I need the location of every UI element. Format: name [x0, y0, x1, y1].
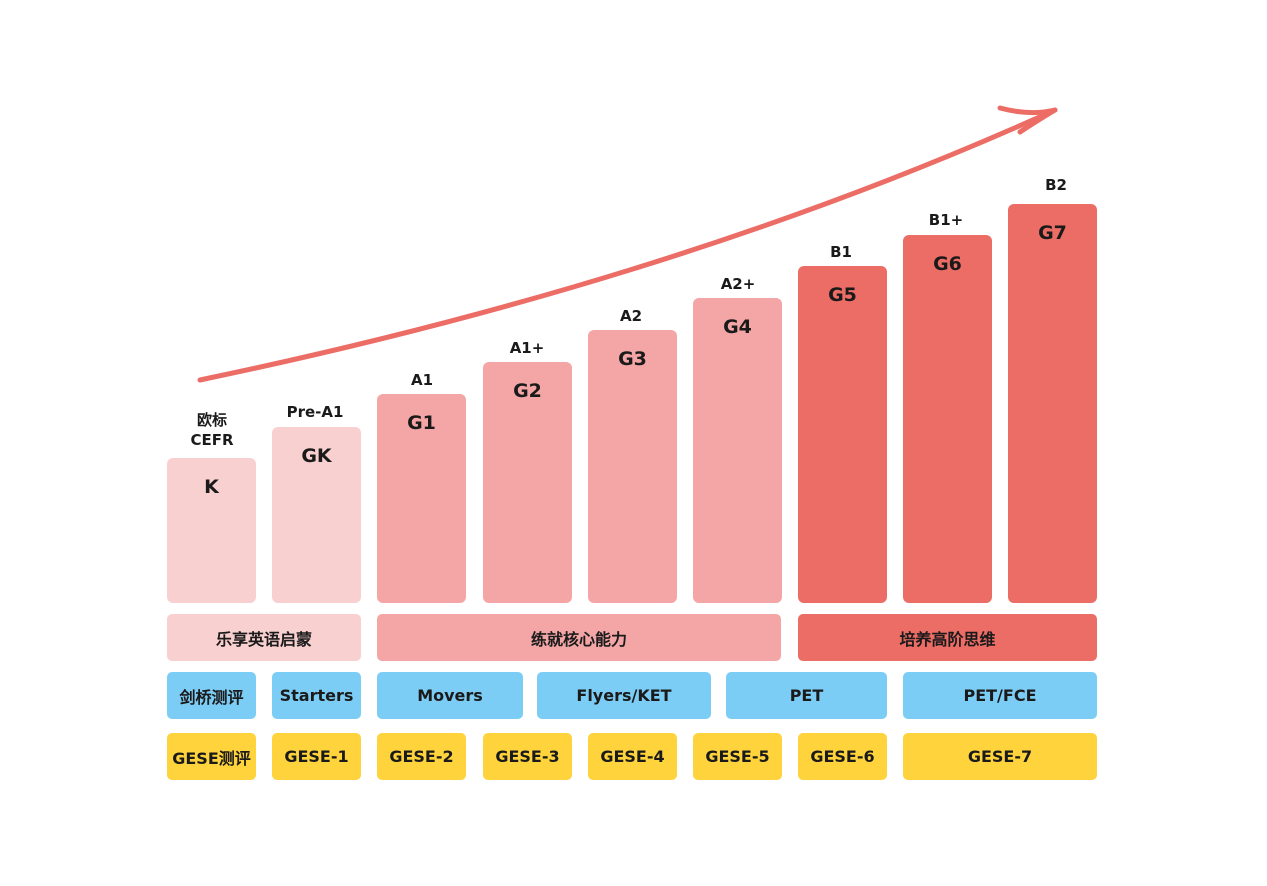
grade-bar-g2: G2 [483, 362, 572, 603]
grade-label: G4 [723, 316, 752, 338]
grade-bar-g6: G6 [903, 235, 992, 603]
grade-bar-g3: G3 [588, 330, 677, 603]
cefr-label: Pre-A1 [286, 403, 344, 421]
cambridge-pet-fce: PET/FCE [903, 672, 1097, 719]
cambridge-header: 剑桥测评 [167, 672, 256, 719]
cambridge-flyers-ket: Flyers/KET [537, 672, 711, 719]
cefr-label: B1 [830, 243, 852, 261]
stage-enlightenment: 乐享英语启蒙 [167, 614, 361, 661]
gese-2: GESE-2 [377, 733, 466, 780]
gese-1: GESE-1 [272, 733, 361, 780]
grade-label: G5 [828, 284, 857, 306]
grade-label: G2 [513, 380, 542, 402]
gese-header: GESE测评 [167, 733, 256, 780]
grade-bar-gk: GK [272, 427, 361, 603]
growth-arrow-head [997, 105, 1058, 135]
grade-bar-g1: G1 [377, 394, 466, 603]
cambridge-starters: Starters [272, 672, 361, 719]
grade-bar-g7: G7 [1008, 204, 1097, 603]
cefr-label: B1+ [928, 211, 964, 229]
cefr-label: A2 [619, 307, 643, 325]
grade-label: K [204, 476, 219, 498]
cefr-header-en: CEFR [190, 431, 234, 449]
cefr-header: 欧标 CEFR [167, 410, 257, 450]
grade-label: GK [301, 445, 332, 467]
gese-7: GESE-7 [903, 733, 1097, 780]
grade-label: G1 [407, 412, 436, 434]
grade-label: G7 [1038, 222, 1067, 244]
stage-higher-thinking: 培养高阶思维 [798, 614, 1097, 661]
stage-core-skills: 练就核心能力 [377, 614, 781, 661]
grade-bar-g5: G5 [798, 266, 887, 603]
grade-bar-g4: G4 [693, 298, 782, 603]
gese-3: GESE-3 [483, 733, 572, 780]
gese-5: GESE-5 [693, 733, 782, 780]
grade-bar-k: K [167, 458, 256, 603]
gese-4: GESE-4 [588, 733, 677, 780]
gese-6: GESE-6 [798, 733, 887, 780]
cefr-header-cn: 欧标 [196, 411, 227, 429]
cambridge-movers: Movers [377, 672, 523, 719]
cefr-label: B2 [1045, 176, 1067, 194]
grade-label: G3 [618, 348, 647, 370]
cefr-label: A1 [410, 371, 434, 389]
cefr-label: A1+ [509, 339, 545, 357]
grade-label: G6 [933, 253, 962, 275]
cefr-label: A2+ [720, 275, 756, 293]
cambridge-pet: PET [726, 672, 887, 719]
